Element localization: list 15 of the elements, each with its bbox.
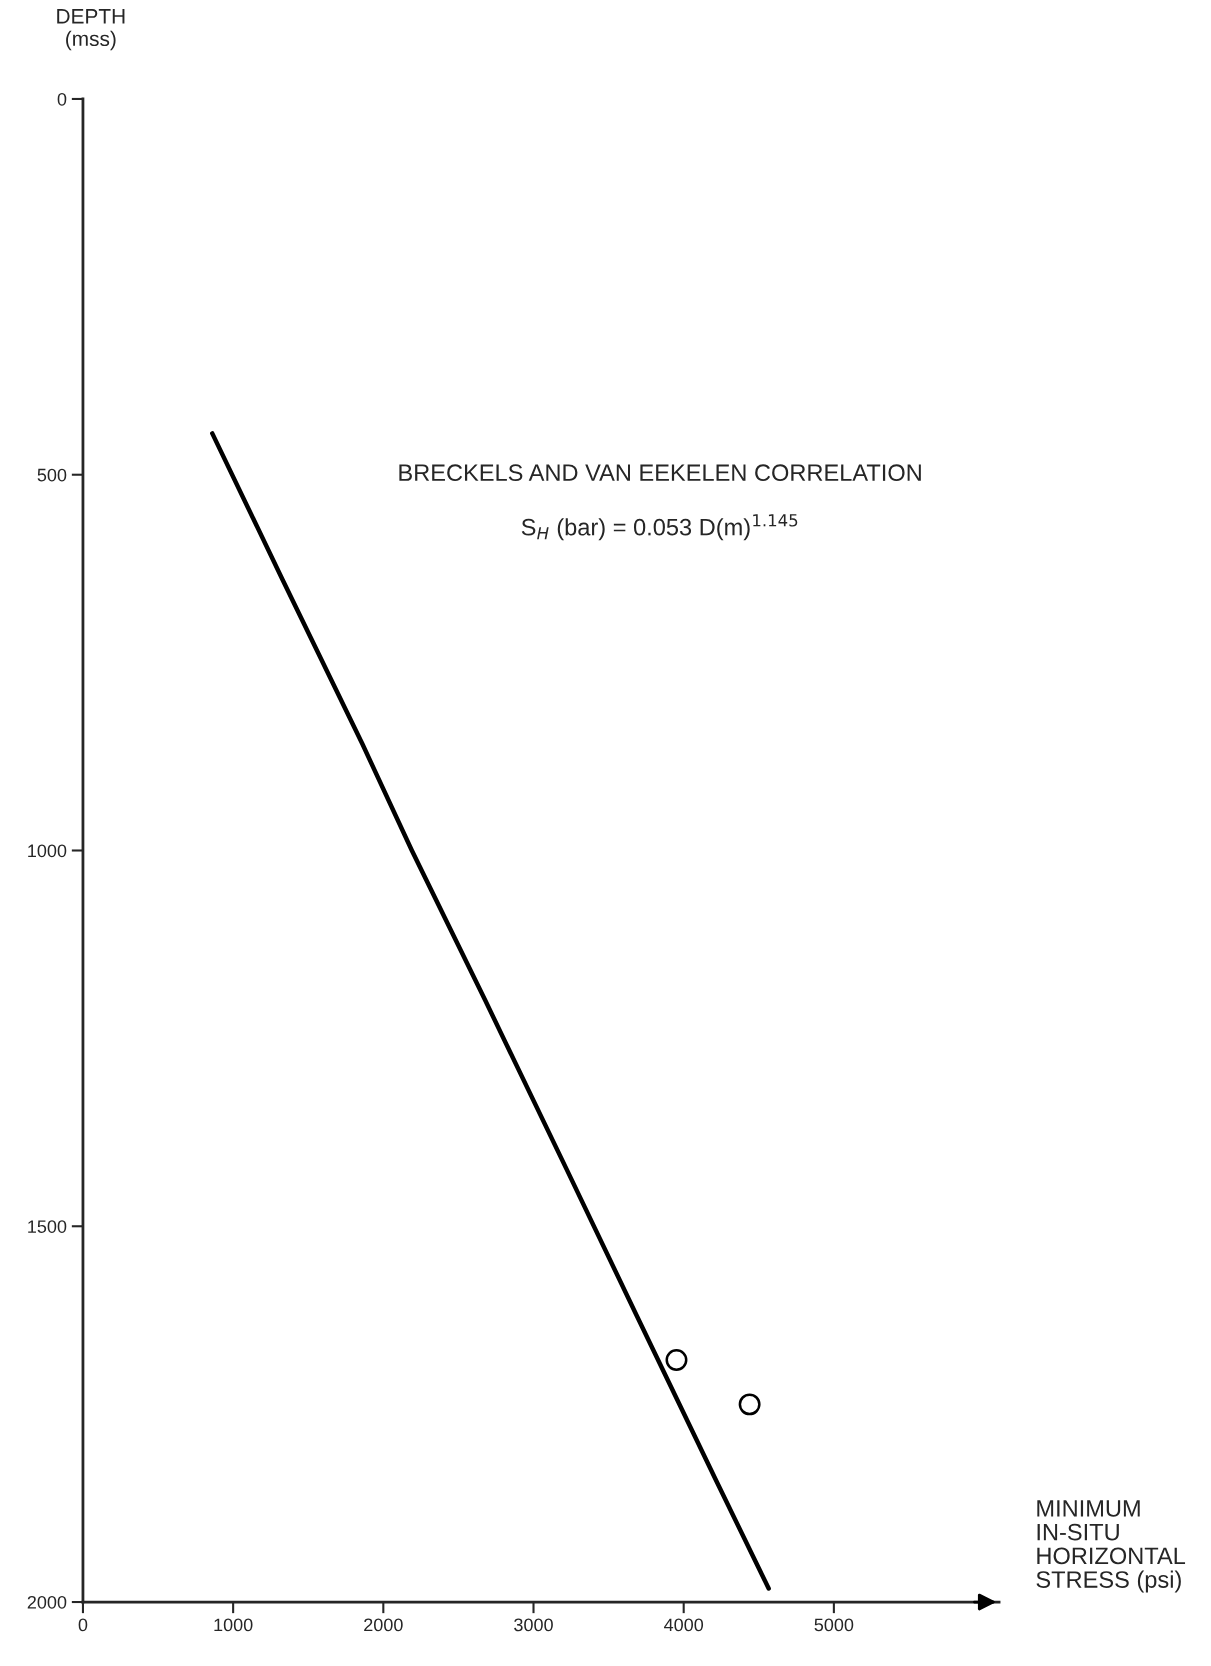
x-tick-label: 2000 [364,1618,403,1632]
x-tick-label: 0 [78,1618,88,1632]
y-tick-label: 500 [37,468,67,482]
x-tick-label: 4000 [664,1618,704,1632]
y-tick-label: 2000 [27,1595,67,1609]
x-axis-title: MINIMUM IN-SITU HORIZONTAL STRESS (psi) [1036,1500,1186,1593]
x-tick-label: 1000 [214,1618,253,1632]
y-axis-title: DEPTH (mss) [57,9,125,51]
y-tick-label: 0 [57,92,67,106]
x-tick-label: 3000 [514,1618,553,1632]
annotation: S$_{H}$ (bar) = 0.053 D(m)$^{1.145}$ [521,514,798,541]
x-tick-label: 5000 [814,1618,854,1632]
annotation: BRECKELS AND VAN EEKELEN CORRELATION [399,464,921,482]
y-tick-label: 1000 [28,844,67,858]
y-tick-label: 1500 [28,1220,67,1233]
